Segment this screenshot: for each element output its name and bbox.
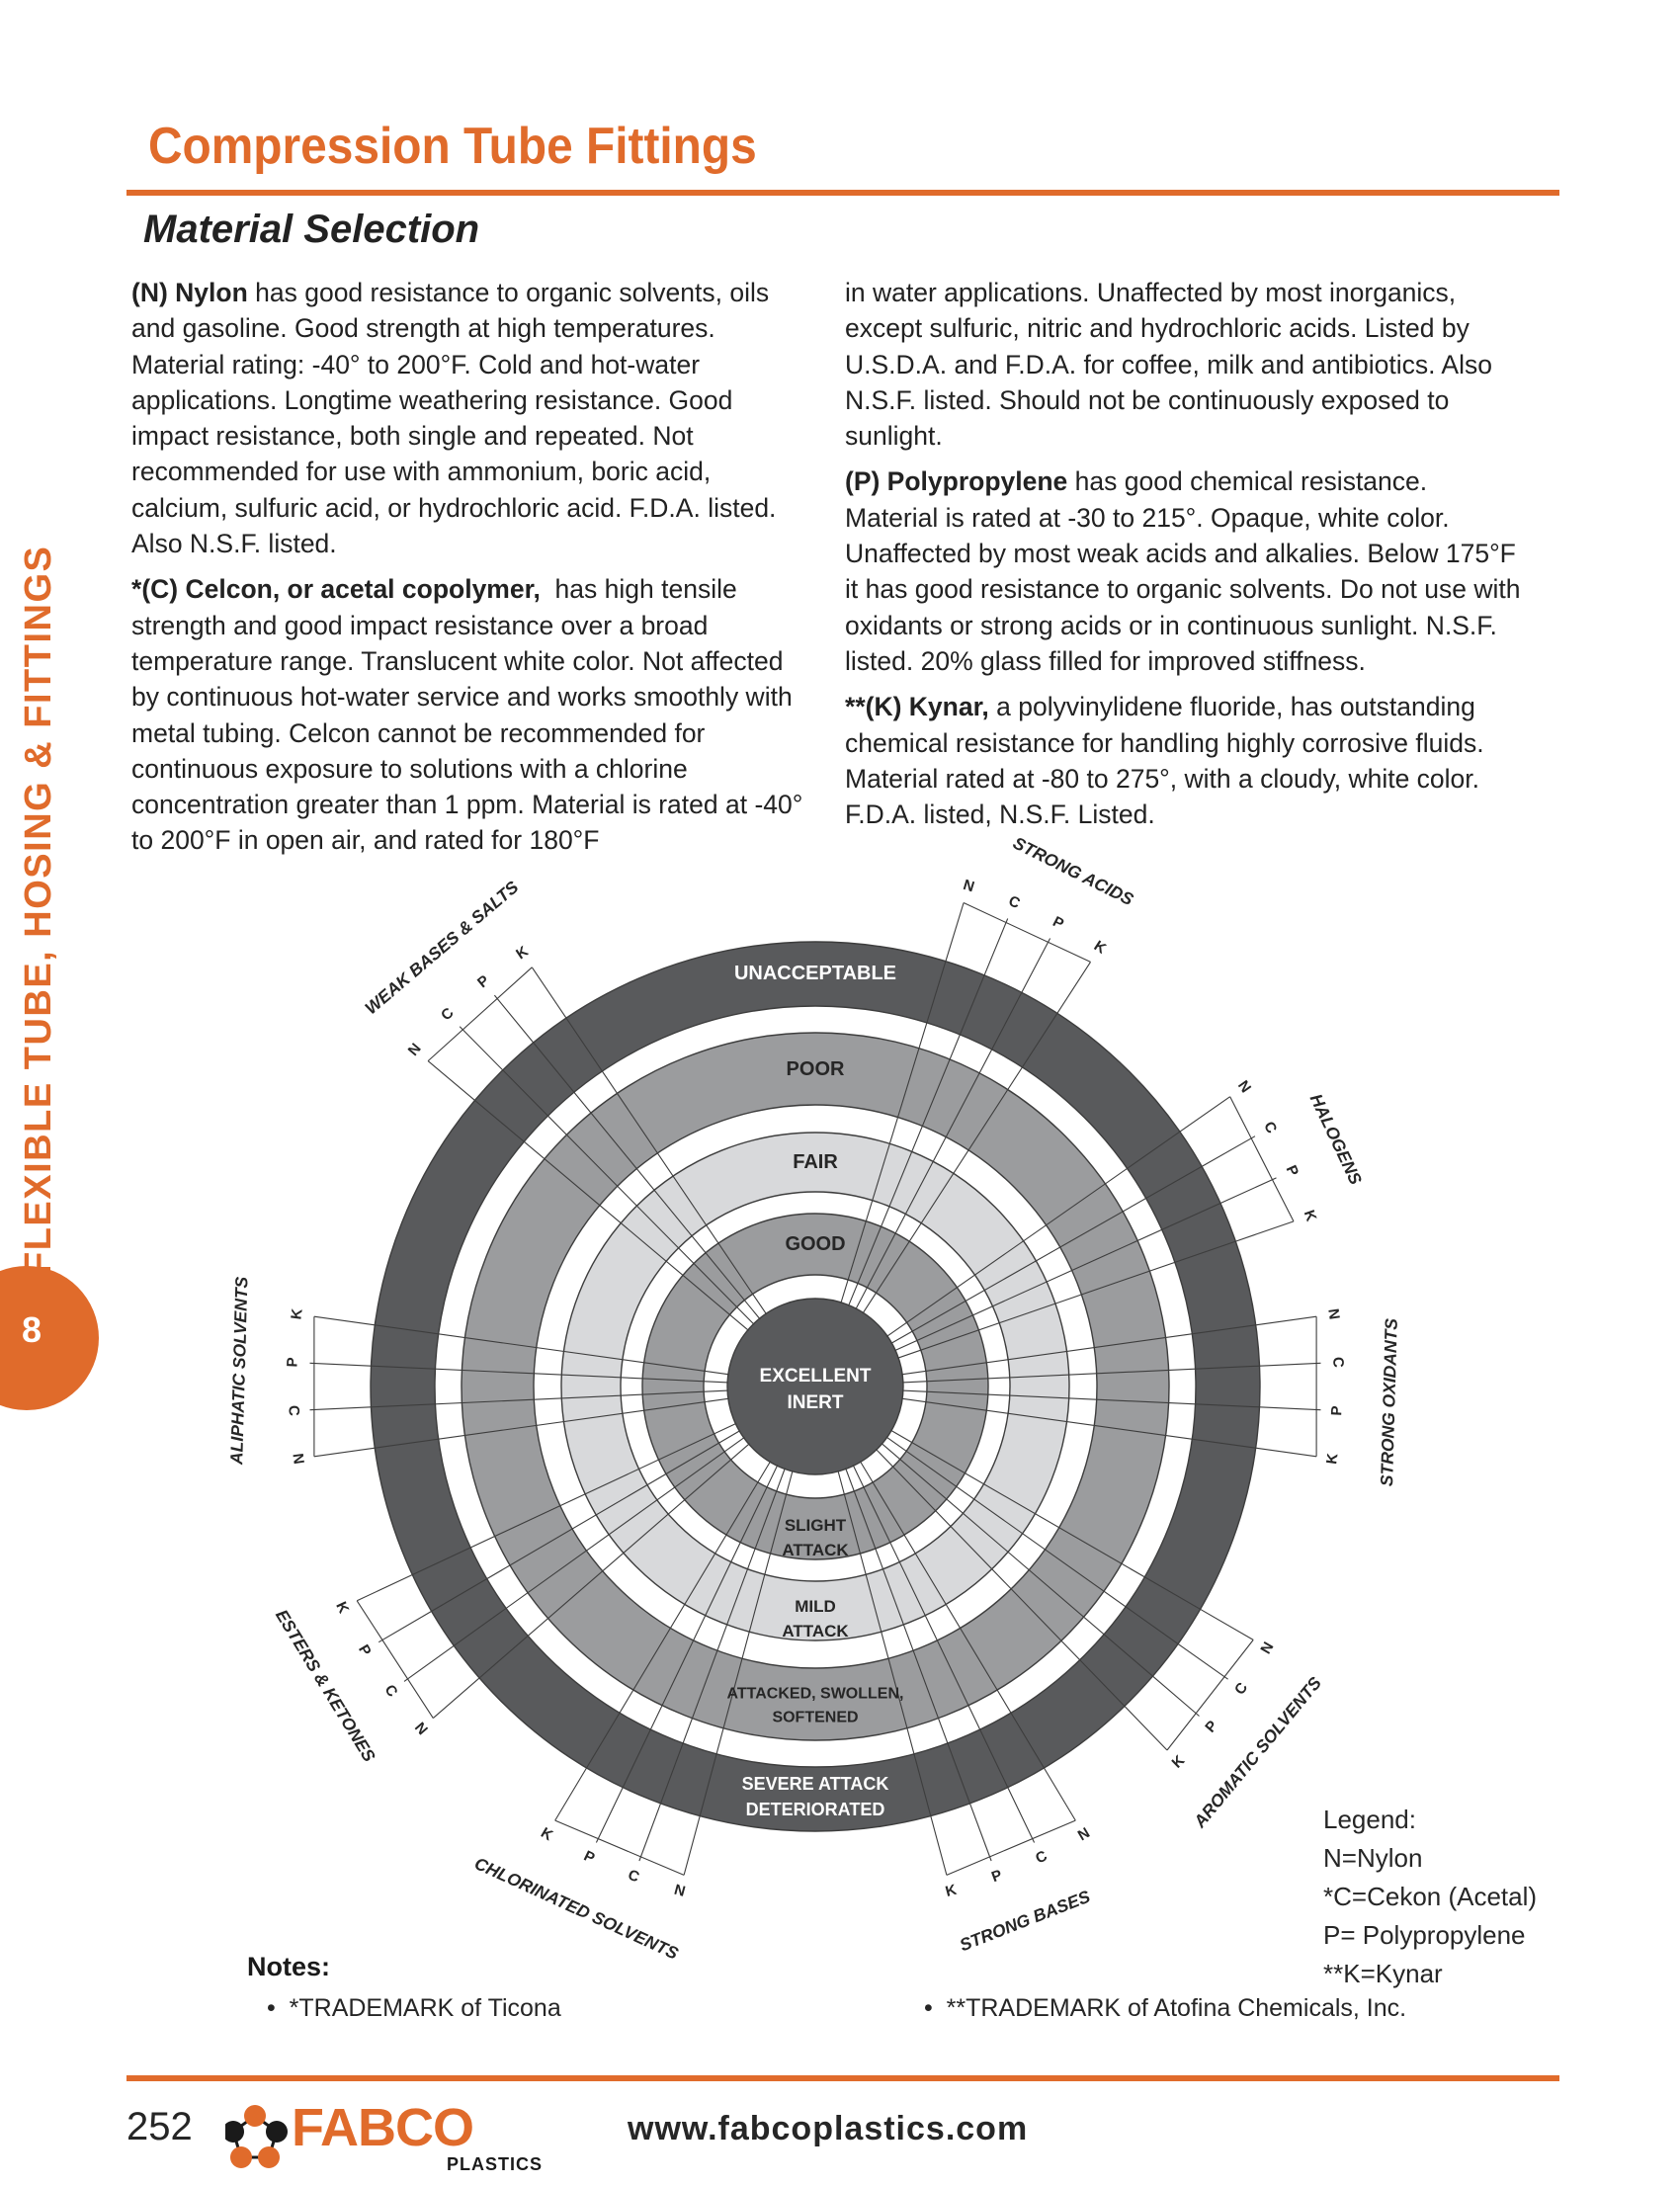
svg-text:N: N: [1075, 1824, 1093, 1844]
svg-text:C: C: [1231, 1679, 1251, 1698]
svg-text:C: C: [380, 1682, 400, 1701]
svg-text:N: N: [1257, 1640, 1277, 1657]
svg-text:STRONG OXIDANTS: STRONG OXIDANTS: [1377, 1317, 1401, 1486]
svg-text:P: P: [1050, 913, 1066, 933]
svg-text:K: K: [513, 943, 532, 963]
svg-text:FAIR: FAIR: [793, 1151, 838, 1173]
svg-text:C: C: [1329, 1357, 1346, 1369]
svg-text:N: N: [405, 1041, 425, 1059]
svg-text:P: P: [1283, 1163, 1302, 1179]
svg-text:K: K: [288, 1307, 305, 1320]
svg-text:GOOD: GOOD: [785, 1233, 845, 1255]
svg-text:P: P: [474, 972, 493, 991]
svg-text:EXCELLENT: EXCELLENT: [760, 1366, 872, 1387]
svg-text:ESTERS & KETONES: ESTERS & KETONES: [272, 1606, 379, 1765]
svg-text:K: K: [332, 1599, 352, 1616]
svg-text:WEAK BASES & SALTS: WEAK BASES & SALTS: [361, 877, 522, 1018]
svg-text:K: K: [1323, 1452, 1341, 1465]
svg-text:C: C: [438, 1004, 458, 1024]
svg-text:P: P: [1328, 1405, 1345, 1416]
svg-text:N: N: [411, 1720, 431, 1738]
svg-text:P: P: [284, 1357, 300, 1368]
svg-text:SLIGHT: SLIGHT: [785, 1516, 847, 1535]
svg-text:ATTACKED, SWOLLEN,: ATTACKED, SWOLLEN,: [727, 1686, 904, 1703]
svg-text:C: C: [285, 1405, 301, 1417]
svg-text:ATTACK: ATTACK: [782, 1622, 849, 1640]
svg-text:K: K: [1169, 1752, 1189, 1772]
svg-text:K: K: [538, 1824, 555, 1844]
svg-text:DETERIORATED: DETERIORATED: [746, 1800, 885, 1819]
svg-text:STRONG ACIDS: STRONG ACIDS: [1010, 833, 1137, 910]
svg-text:HALOGENS: HALOGENS: [1306, 1091, 1367, 1188]
svg-text:N: N: [1324, 1307, 1342, 1320]
svg-text:P: P: [989, 1867, 1004, 1886]
svg-text:K: K: [944, 1882, 959, 1900]
svg-text:K: K: [1091, 938, 1109, 958]
svg-text:UNACCEPTABLE: UNACCEPTABLE: [734, 963, 896, 984]
svg-text:P: P: [581, 1848, 597, 1868]
svg-text:CHLORINATED SOLVENTS: CHLORINATED SOLVENTS: [471, 1853, 682, 1964]
svg-text:SOFTENED: SOFTENED: [772, 1710, 858, 1726]
svg-text:STRONG BASES: STRONG BASES: [957, 1887, 1093, 1956]
svg-text:C: C: [626, 1867, 641, 1887]
svg-text:K: K: [1301, 1208, 1320, 1223]
svg-text:POOR: POOR: [787, 1058, 845, 1080]
svg-text:ATTACK: ATTACK: [782, 1541, 849, 1559]
svg-text:ALIPHATIC SOLVENTS: ALIPHATIC SOLVENTS: [226, 1276, 251, 1466]
svg-text:C: C: [1033, 1847, 1050, 1867]
svg-text:MILD: MILD: [795, 1597, 836, 1616]
svg-text:N: N: [1234, 1077, 1254, 1096]
svg-text:N: N: [672, 1882, 687, 1900]
svg-text:N: N: [289, 1453, 306, 1466]
svg-text:SEVERE ATTACK: SEVERE ATTACK: [742, 1774, 889, 1794]
svg-text:N: N: [962, 877, 976, 895]
svg-text:INERT: INERT: [788, 1392, 844, 1413]
svg-text:C: C: [1006, 892, 1023, 912]
svg-text:P: P: [1202, 1718, 1220, 1736]
svg-text:P: P: [355, 1641, 375, 1658]
svg-text:C: C: [1260, 1119, 1280, 1136]
